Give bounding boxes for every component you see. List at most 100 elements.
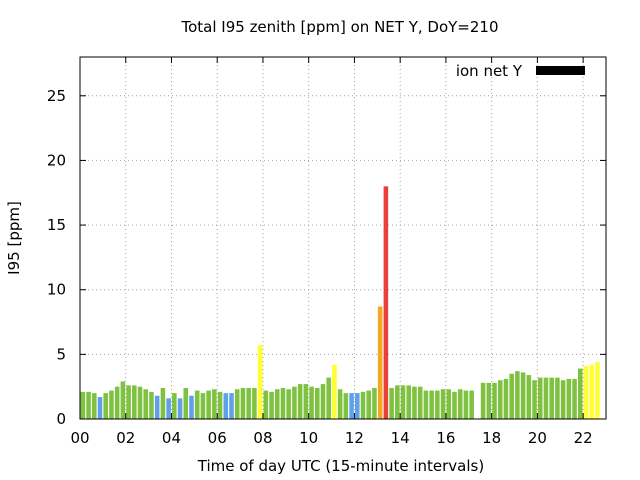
bar bbox=[457, 389, 463, 419]
bar bbox=[440, 389, 446, 419]
bar bbox=[503, 378, 509, 419]
bar bbox=[417, 386, 423, 419]
bar bbox=[412, 386, 417, 419]
bar bbox=[452, 391, 457, 419]
plot-frame bbox=[79, 56, 607, 420]
bar bbox=[154, 395, 160, 419]
x-tick-label: 14 bbox=[391, 429, 410, 447]
y-tick-label: 0 bbox=[56, 410, 66, 428]
bar bbox=[377, 306, 383, 419]
bar bbox=[103, 393, 109, 419]
bar bbox=[297, 384, 303, 419]
bar bbox=[257, 345, 263, 419]
bar bbox=[246, 387, 251, 419]
bar bbox=[366, 390, 372, 419]
bar bbox=[194, 390, 200, 419]
bar bbox=[160, 387, 166, 419]
bar bbox=[486, 382, 492, 419]
bar bbox=[560, 380, 566, 419]
bar bbox=[274, 389, 280, 419]
bar bbox=[223, 393, 229, 419]
bar bbox=[177, 398, 183, 419]
bar bbox=[429, 390, 434, 419]
legend-label: ion net Y bbox=[456, 62, 523, 80]
bar bbox=[234, 389, 240, 419]
x-tick-labels: 00 02 04 06 08 10 12 14 16 18 20 22 bbox=[70, 429, 592, 447]
x-tick-label: 08 bbox=[253, 429, 272, 447]
bar bbox=[217, 391, 223, 419]
bar bbox=[383, 186, 389, 419]
bar bbox=[395, 385, 400, 419]
bar bbox=[332, 364, 337, 419]
bar bbox=[549, 377, 554, 419]
bar bbox=[309, 386, 314, 419]
bar bbox=[480, 382, 486, 419]
legend-swatch bbox=[536, 66, 585, 75]
bar bbox=[206, 390, 211, 419]
bar bbox=[166, 398, 171, 419]
bar bbox=[355, 393, 360, 419]
x-tick-label: 00 bbox=[70, 429, 89, 447]
bar bbox=[577, 368, 583, 419]
bar bbox=[80, 391, 86, 419]
bar bbox=[286, 389, 291, 419]
bar bbox=[400, 385, 406, 419]
y-tick-label: 10 bbox=[47, 281, 66, 299]
bar bbox=[589, 364, 594, 419]
bar bbox=[526, 375, 532, 419]
bar bbox=[435, 390, 440, 419]
y-axis-label: I95 [ppm] bbox=[5, 201, 23, 275]
bar bbox=[583, 365, 589, 419]
bar bbox=[537, 377, 543, 419]
bar bbox=[303, 384, 309, 419]
bar bbox=[389, 387, 394, 419]
bar bbox=[86, 391, 91, 419]
x-tick-label: 22 bbox=[574, 429, 593, 447]
bar bbox=[343, 393, 349, 419]
bar bbox=[555, 377, 560, 419]
y-tick-label: 15 bbox=[47, 216, 66, 234]
bar bbox=[280, 387, 286, 419]
bar bbox=[172, 393, 177, 419]
y-tick-label: 20 bbox=[47, 151, 66, 169]
x-tick-label: 10 bbox=[299, 429, 318, 447]
x-tick-label: 18 bbox=[482, 429, 501, 447]
bar bbox=[515, 371, 520, 419]
x-tick-label: 12 bbox=[345, 429, 364, 447]
bar bbox=[269, 391, 274, 419]
x-tick-label: 04 bbox=[162, 429, 181, 447]
bar bbox=[200, 393, 206, 419]
bar bbox=[212, 389, 217, 419]
bar bbox=[509, 373, 514, 419]
bar bbox=[143, 389, 149, 419]
bar bbox=[126, 385, 131, 419]
bar bbox=[469, 390, 474, 419]
bar bbox=[263, 390, 269, 419]
x-tick-label: 16 bbox=[436, 429, 455, 447]
bar bbox=[314, 387, 320, 419]
y-tick-label: 25 bbox=[47, 87, 66, 105]
bar bbox=[120, 381, 126, 419]
bar bbox=[520, 372, 526, 419]
bar bbox=[372, 387, 377, 419]
legend: ion net Y bbox=[456, 62, 585, 80]
bar bbox=[137, 386, 143, 419]
bar bbox=[132, 385, 137, 419]
bar bbox=[360, 391, 366, 419]
bar bbox=[572, 378, 577, 419]
bar bbox=[595, 362, 600, 419]
bar bbox=[492, 382, 497, 419]
bar bbox=[252, 387, 257, 419]
grid-lines bbox=[80, 57, 606, 419]
bar bbox=[97, 397, 103, 419]
x-tick-label: 06 bbox=[208, 429, 227, 447]
bar bbox=[109, 390, 114, 419]
bar bbox=[337, 389, 343, 419]
bar bbox=[189, 395, 194, 419]
bar bbox=[292, 386, 297, 419]
bar bbox=[543, 377, 549, 419]
bar bbox=[406, 385, 412, 419]
bar bbox=[423, 390, 429, 419]
bar bbox=[566, 378, 572, 419]
bar bbox=[446, 389, 452, 419]
